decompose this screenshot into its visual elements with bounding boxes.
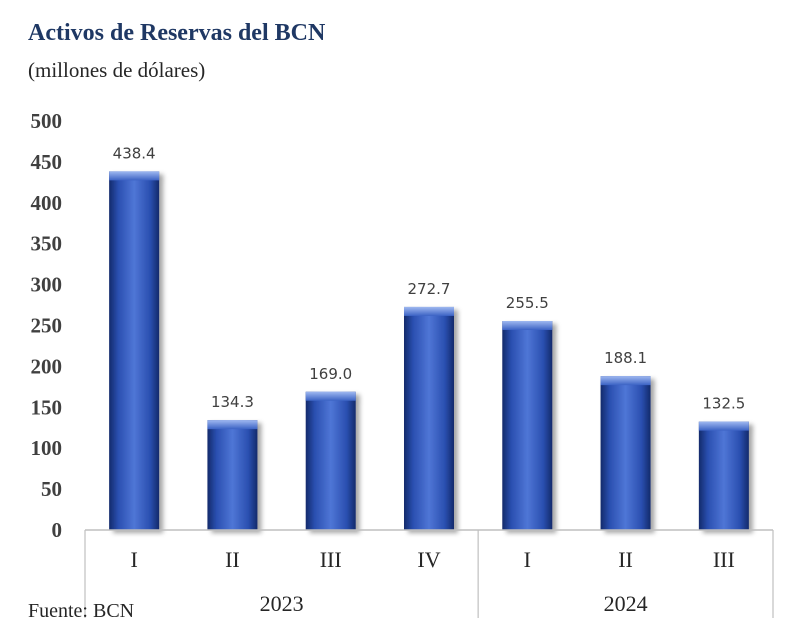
y-tick-label: 450: [31, 150, 63, 174]
chart-subtitle: (millones de dólares): [28, 58, 206, 82]
bar: [502, 321, 553, 530]
y-tick-label: 250: [31, 314, 63, 338]
chart-title: Activos de Reservas del BCN: [28, 20, 326, 46]
x-category-label: I: [130, 547, 137, 572]
y-tick-label: 50: [41, 477, 62, 501]
bar: [207, 420, 258, 530]
bars-group: [109, 171, 749, 530]
bar: [305, 391, 356, 530]
y-axis-tick-labels: 0 50 100 150 200 250 300 350 400 450 500: [31, 109, 63, 542]
y-tick-label: 200: [31, 354, 63, 378]
y-tick-label: 100: [31, 436, 63, 460]
x-axis-group-labels: 2023 2024: [260, 591, 648, 616]
bar: [404, 306, 454, 530]
y-tick-label: 300: [31, 273, 63, 297]
bar-value-label: 255.5: [506, 294, 549, 312]
x-category-label: III: [320, 547, 342, 572]
bar: [600, 376, 651, 530]
x-group-label: 2024: [604, 591, 648, 616]
x-axis-category-labels: I II III IV I II III: [130, 547, 734, 572]
x-axis: [84, 529, 774, 618]
x-category-label: I: [524, 547, 531, 572]
bar-value-label: 134.3: [211, 393, 254, 411]
x-category-label: III: [713, 547, 735, 572]
y-tick-label: 0: [52, 518, 63, 542]
bar: [698, 421, 749, 530]
x-category-label: II: [618, 547, 633, 572]
x-category-label: II: [225, 547, 240, 572]
bar-value-label: 132.5: [702, 395, 745, 413]
data-labels-group: 438.4 134.3 169.0 272.7 255.5 188.1 132.5: [113, 144, 746, 412]
bar-value-label: 272.7: [408, 280, 451, 298]
bar-value-label: 438.4: [113, 144, 156, 162]
y-tick-label: 150: [31, 395, 63, 419]
bar: [109, 171, 160, 530]
y-tick-label: 400: [31, 191, 63, 215]
x-category-label: IV: [417, 547, 440, 572]
y-tick-label: 350: [31, 232, 63, 256]
y-tick-label: 500: [31, 109, 63, 133]
source-note: Fuente: BCN: [28, 600, 135, 622]
bar-value-label: 188.1: [604, 349, 647, 367]
x-group-label: 2023: [260, 591, 304, 616]
bar-value-label: 169.0: [309, 365, 352, 383]
